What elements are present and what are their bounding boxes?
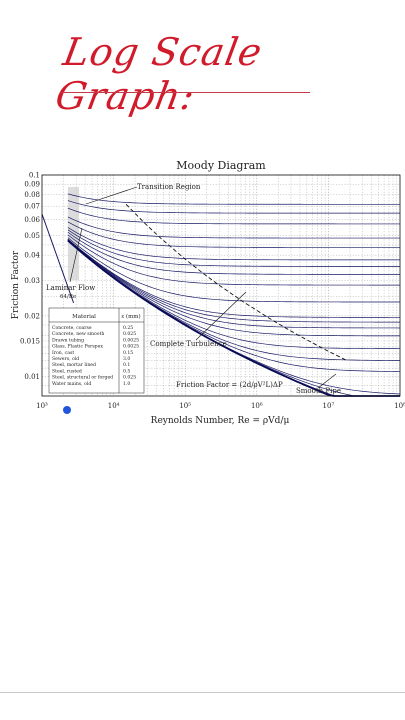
annotation-transition: Transition Region [137, 183, 201, 191]
laminar-formula: 64/Re [60, 294, 76, 300]
complete-turbulence-label: Complete Turbulence [150, 340, 227, 348]
y-tick-label: 0.01 [24, 373, 40, 381]
friction-factor-label: Friction Factor = (2d/ρV²L)ΔP [176, 381, 283, 389]
table-cell-material: Glass, Plastic Perspex [52, 344, 103, 350]
transition-label: Transition Region [137, 183, 201, 191]
roughness-curve [67, 231, 400, 275]
table-header-epsilon: ε (mm) [121, 313, 140, 320]
smooth-pipe-arrow [317, 373, 337, 389]
table-cell-material: Concrete, coarse [52, 325, 92, 331]
roughness-curve [67, 238, 400, 318]
x-tick-label: 10⁶ [251, 402, 263, 410]
chart-title: Moody Diagram [176, 159, 266, 172]
x-tick-label: 10⁷ [323, 402, 335, 410]
y-tick-label: 0.03 [24, 277, 40, 285]
x-axis-label: Reynolds Number, Re = ρVd/μ [151, 416, 290, 426]
table-cell-material: Sewers, old [52, 356, 79, 362]
table-rows: Concrete, coarse 0.25 Concrete, new smooth… [52, 325, 139, 387]
table-cell-material: Concrete, new smooth [52, 331, 104, 337]
y-tick-label: 0.02 [24, 312, 40, 320]
annotation-laminar: Laminar Flow 64/Re [46, 284, 95, 300]
table-cell-epsilon: 0.0025 [123, 344, 139, 350]
x-tick-label: 10⁵ [179, 402, 191, 410]
y-axis-label: Friction Factor [11, 250, 21, 319]
roughness-curve [67, 234, 400, 286]
frame-bottom-rule [0, 692, 405, 693]
table-cell-material: Steel, rusted [52, 368, 82, 374]
x-tick-label: 10⁸ [394, 402, 405, 410]
roughness-curve [67, 200, 400, 214]
transition-arrow [85, 186, 138, 205]
roughness-curve [67, 229, 400, 267]
roughness-curve [67, 227, 400, 261]
roughness-curve [67, 239, 401, 323]
smooth-pipe-label: Smooth Pipe [296, 387, 341, 395]
roughness-curve [67, 221, 400, 248]
table-cell-material: Steel, structural or forged [52, 375, 113, 381]
table-cell-material: Iron, cast [52, 350, 74, 356]
table-cell-epsilon: 0.25 [123, 325, 133, 331]
table-cell-epsilon: 0.025 [123, 331, 136, 337]
roughness-curve [67, 193, 400, 205]
plot-frame [41, 174, 401, 397]
x-tick-label: 10⁴ [108, 402, 120, 410]
table-cell-epsilon: 0.1 [123, 362, 130, 368]
y-tick-label: 0.06 [24, 216, 40, 224]
laminar-label: Laminar Flow [46, 284, 95, 292]
table-header-material: Material [72, 314, 96, 320]
heading-underline [60, 92, 310, 93]
roughness-curve [67, 207, 400, 225]
roughness-table: Material ε (mm) Concrete, coarse 0.25Conc… [48, 307, 145, 394]
laminar-flow-line [41, 213, 69, 288]
table-cell-epsilon: 1.0 [123, 381, 130, 387]
table-cell-epsilon: 3.0 [123, 356, 130, 362]
complete-turbulence-boundary [125, 203, 348, 362]
table-cell-material: Steel, mortar lined [52, 362, 96, 368]
table-cell-material: Water mains, old [52, 381, 91, 387]
roughness-curve [67, 239, 401, 329]
table-cell-material: Drawn tubing [52, 337, 84, 343]
roughness-curve [67, 237, 400, 303]
table-cell-epsilon: 0.15 [123, 350, 133, 356]
roughness-curve [67, 239, 400, 337]
y-tick-label: 0.015 [20, 337, 40, 345]
y-tick-label: 0.07 [24, 203, 40, 211]
laminar-flow-line-extension [67, 286, 75, 304]
table-cell-epsilon: 0.025 [123, 375, 136, 381]
roughness-curve [67, 216, 400, 239]
laminar-arrow [69, 227, 83, 283]
turbulence-arrow [195, 291, 247, 341]
y-tick-label: 0.05 [24, 232, 40, 240]
table-cell-epsilon: 0.5 [123, 368, 130, 374]
cursor-pointer [63, 406, 71, 414]
x-tick-label: 10³ [36, 402, 48, 410]
y-tick-label: 0.1 [29, 172, 40, 180]
y-tick-label: 0.09 [24, 181, 40, 189]
y-tick-label: 0.04 [24, 252, 40, 260]
table-cell-epsilon: 0.0025 [123, 337, 139, 343]
tick-labels: 0.10.090.080.070.060.050.040.030.020.015… [20, 172, 405, 411]
y-tick-label: 0.08 [24, 191, 40, 199]
